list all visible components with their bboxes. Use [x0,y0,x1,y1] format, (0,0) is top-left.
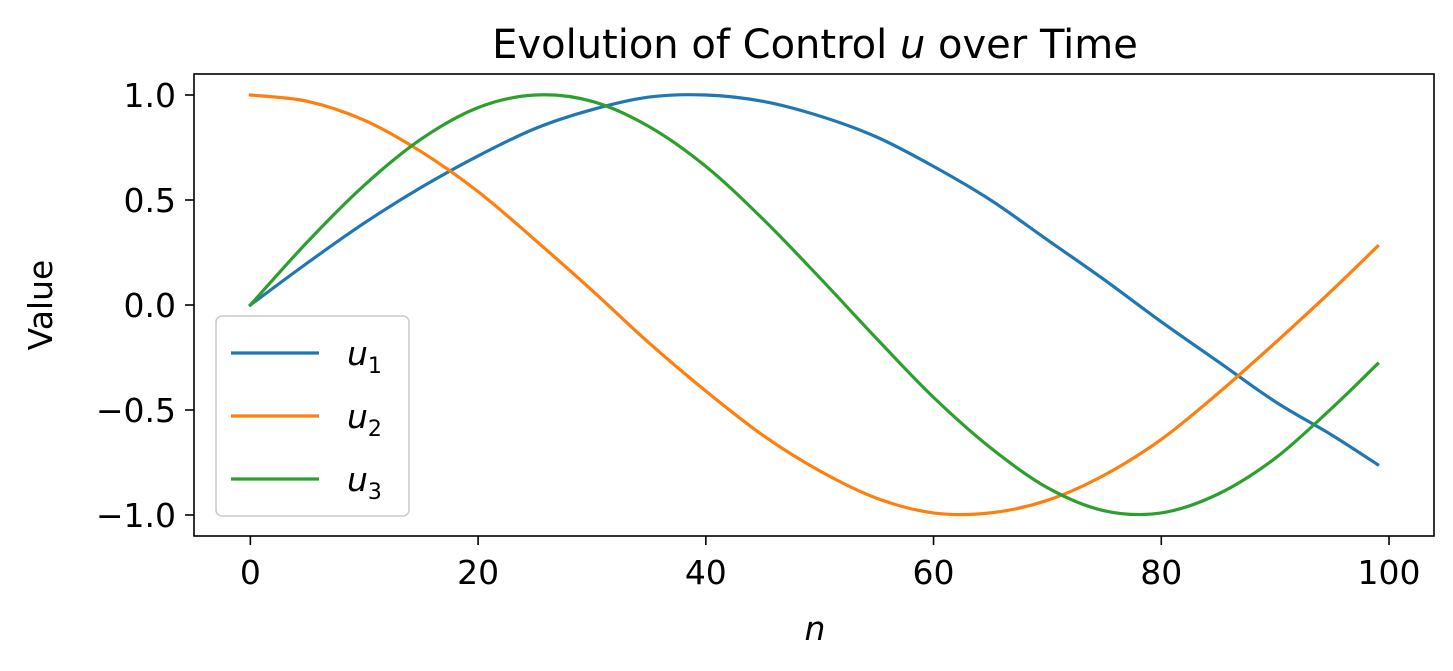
legend-label-main: u [347,397,368,436]
legend-label-sub: 3 [368,480,382,505]
y-tick-label: 0.0 [124,286,176,325]
chart-title-before: Evolution of Control [492,22,900,68]
chart-title-after: over Time [925,22,1138,68]
series-line-u1 [248,93,1380,467]
legend-label-u2: u2 [347,397,382,442]
x-tick-label: 20 [457,553,499,592]
x-tick-label: 60 [913,553,955,592]
y-tick-label: −1.0 [96,496,176,535]
y-tick-label: 0.5 [124,181,176,220]
series-line-u2 [248,93,1380,517]
x-tick-label: 0 [240,553,261,592]
axes: 0 20 40 60 80 100 1.0 0.5 0.0 −0.5 −1.0 [96,73,1435,592]
legend-label-main: u [347,334,368,373]
legend-label-sub: 2 [368,417,382,442]
chart-title: Evolution of Control u over Time [492,22,1138,68]
legend-label-sub: 1 [368,354,382,379]
legend-label-main: u [347,460,368,499]
x-tick-label: 80 [1140,553,1182,592]
y-axis-label: Value [21,260,60,351]
y-tick-label: −0.5 [96,391,176,430]
x-tick-label: 100 [1358,553,1421,592]
legend-label-u3: u3 [347,460,382,505]
series-lines [248,93,1380,517]
series-line-u3 [248,93,1380,517]
x-tick-label: 40 [685,553,727,592]
y-tick-label: 1.0 [124,76,176,115]
chart-title-variable: u [900,22,925,68]
legend-label-u1: u1 [347,334,382,379]
x-axis-label: n [805,609,826,648]
